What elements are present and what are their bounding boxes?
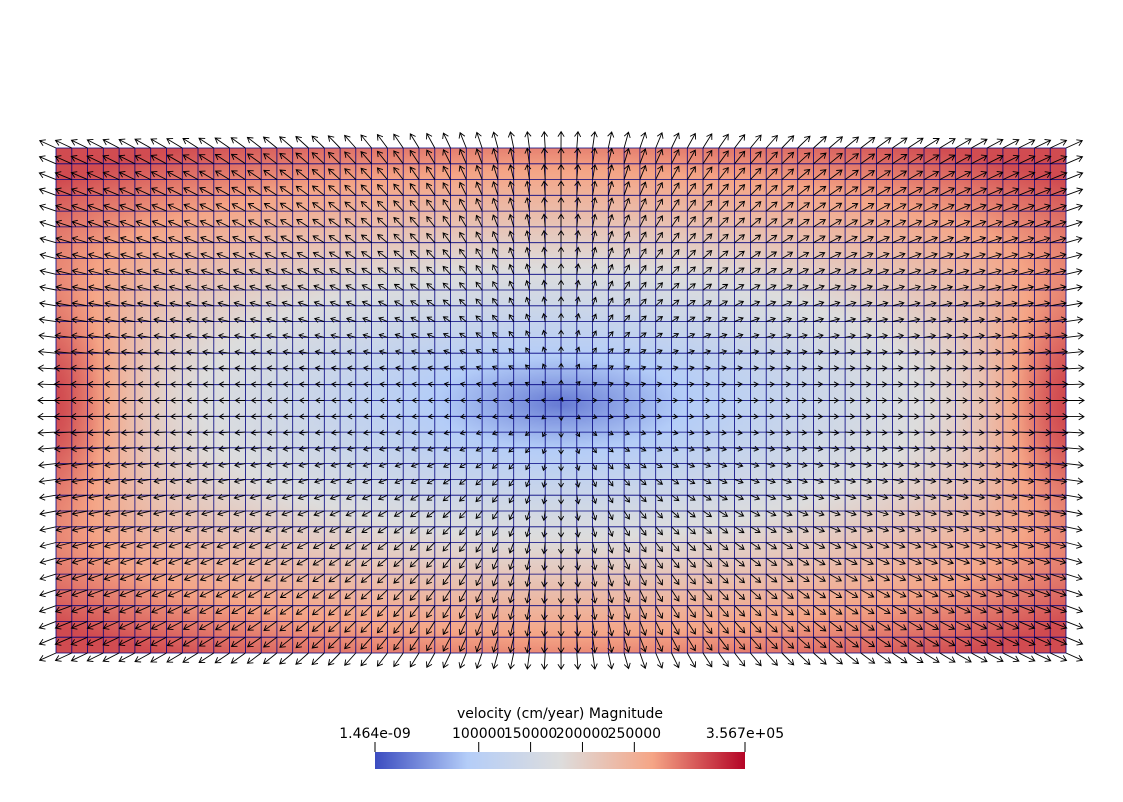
colorbar-bar (375, 752, 745, 769)
velocity-arrow-glyphs (37, 130, 1085, 670)
colorbar-tick-label: 100000 (452, 726, 505, 742)
colorbar-max-label: 3.567e+05 (706, 726, 784, 742)
colorbar: velocity (cm/year) Magnitude 1.464e-09 3… (339, 706, 784, 769)
colorbar-min-label: 1.464e-09 (339, 726, 411, 742)
colorbar-tick-label: 250000 (608, 726, 661, 742)
colorbar-title: velocity (cm/year) Magnitude (457, 706, 663, 722)
colorbar-tick-label: 200000 (556, 726, 609, 742)
velocity-glyphs (37, 130, 1085, 670)
colorbar-tick-label: 150000 (504, 726, 557, 742)
